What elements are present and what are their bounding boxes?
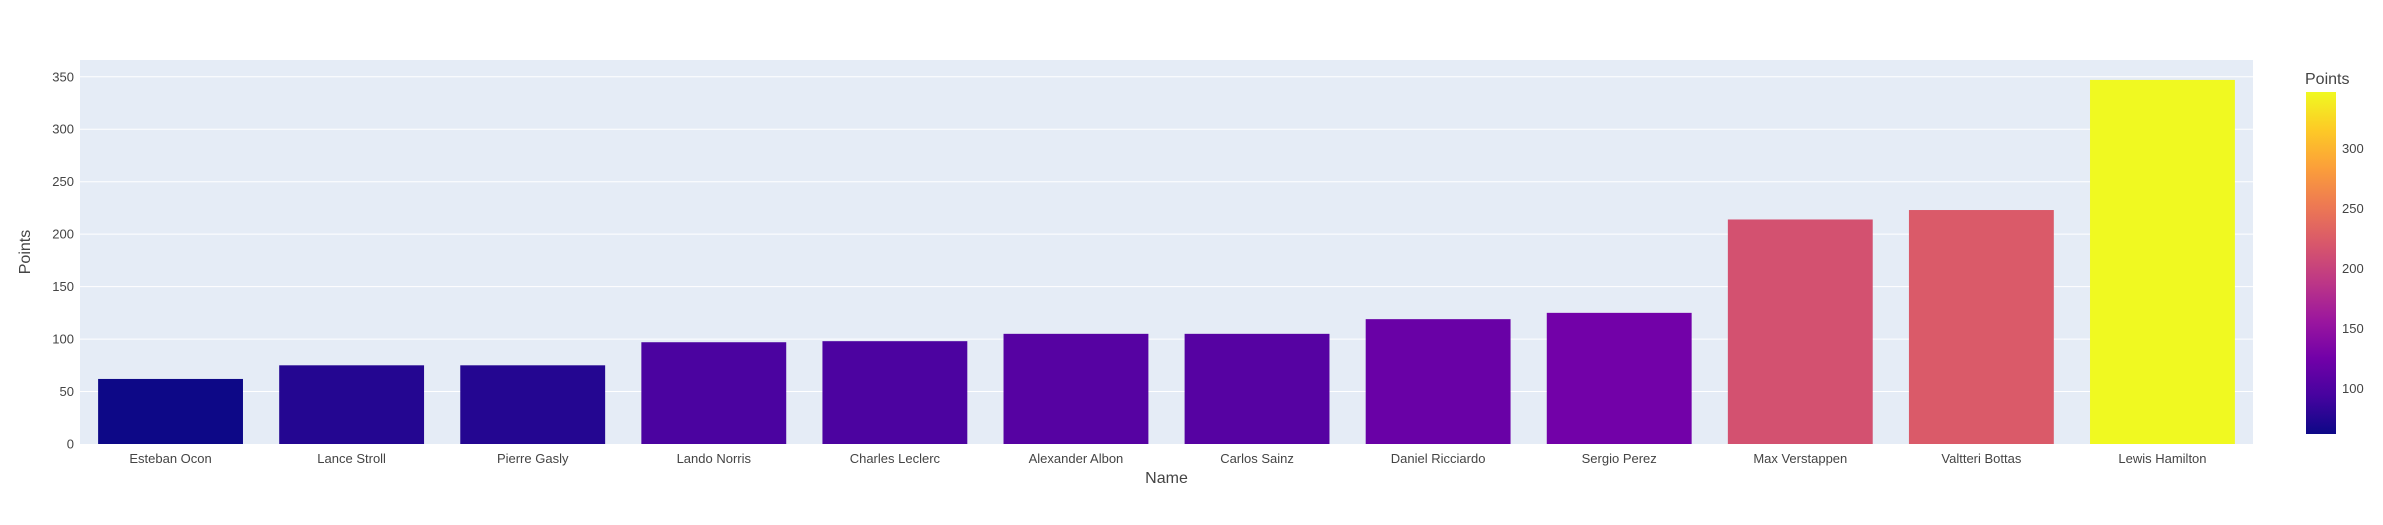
y-tick-label: 50	[60, 384, 74, 399]
y-tick-label: 300	[52, 122, 74, 137]
bar[interactable]	[279, 365, 425, 444]
x-tick-label: Lewis Hamilton	[2118, 451, 2206, 466]
colorbar-tick-label: 300	[2342, 141, 2364, 156]
colorbar-tick-labels: 100 150 200 250 300	[2342, 141, 2364, 396]
bar[interactable]	[641, 342, 787, 444]
x-tick-label: Max Verstappen	[1753, 451, 1847, 466]
colorbar-tick-label: 100	[2342, 381, 2364, 396]
x-tick-label: Carlos Sainz	[1220, 451, 1294, 466]
gridlines	[80, 76, 2253, 393]
x-tick-label: Lando Norris	[677, 451, 752, 466]
y-tick-label: 150	[52, 279, 74, 294]
bar[interactable]	[1908, 210, 2054, 444]
x-tick-label: Lance Stroll	[317, 451, 386, 466]
bar[interactable]	[1546, 312, 1692, 444]
y-tick-label: 100	[52, 332, 74, 347]
x-tick-label: Daniel Ricciardo	[1391, 451, 1486, 466]
y-tick-label: 0	[67, 437, 74, 452]
bar[interactable]	[1003, 333, 1149, 444]
bar[interactable]	[2090, 79, 2235, 445]
bar[interactable]	[822, 341, 968, 444]
bar[interactable]	[1365, 319, 1511, 444]
y-axis-title: Points	[17, 230, 34, 274]
bar[interactable]	[98, 378, 243, 444]
colorbar-tick-label: 150	[2342, 321, 2364, 336]
colorbar-tick-label: 200	[2342, 261, 2364, 276]
x-axis-title: Name	[1145, 470, 1188, 487]
y-tick-label: 250	[52, 174, 74, 189]
x-tick-label: Sergio Perez	[1582, 451, 1657, 466]
x-tick-labels: Esteban Ocon Lance Stroll Pierre Gasly Land…	[129, 451, 2206, 466]
bar[interactable]	[460, 365, 606, 444]
x-tick-label: Valtteri Bottas	[1941, 451, 2021, 466]
x-tick-label: Esteban Ocon	[129, 451, 211, 466]
colorbar-gradient	[2306, 92, 2336, 434]
x-tick-label: Pierre Gasly	[497, 451, 569, 466]
x-tick-label: Charles Leclerc	[850, 451, 941, 466]
bar[interactable]	[1727, 219, 1873, 444]
colorbar-tick-label: 250	[2342, 201, 2364, 216]
y-tick-label: 200	[52, 227, 74, 242]
plot-background	[80, 60, 2253, 444]
bar[interactable]	[1184, 333, 1330, 444]
y-tick-label: 350	[52, 69, 74, 84]
y-tick-labels: 0 50 100 150 200 250 300 350	[52, 69, 74, 451]
bars	[98, 79, 2235, 445]
x-tick-label: Alexander Albon	[1029, 451, 1124, 466]
colorbar: Points 100 150 200 250 300	[2305, 71, 2364, 434]
colorbar-title: Points	[2305, 71, 2349, 88]
